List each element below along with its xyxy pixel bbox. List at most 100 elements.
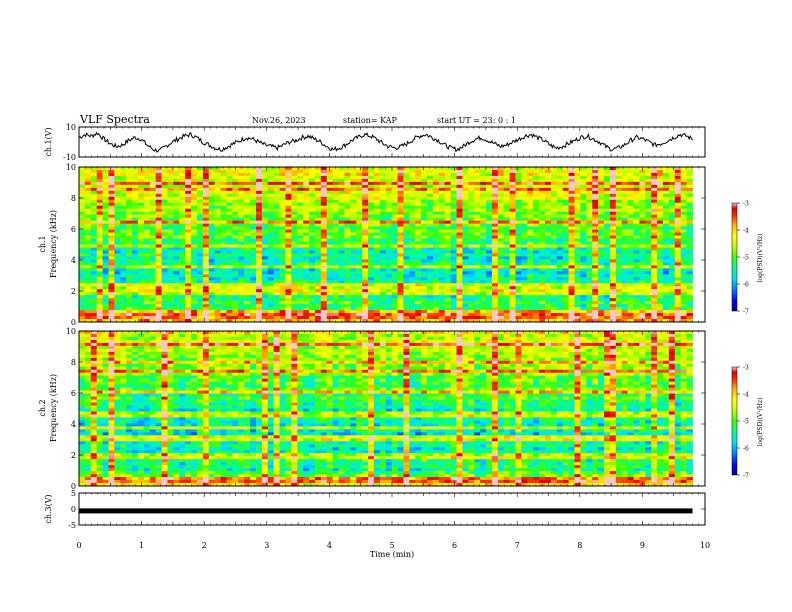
spectrogram-cell: [185, 295, 192, 299]
spectrogram-cell: [657, 280, 664, 284]
spectrogram-cell: [368, 169, 375, 174]
spectrogram-cell: [108, 199, 115, 204]
spectrogram-cell: [326, 211, 334, 216]
spectrogram-cell: [220, 241, 227, 245]
spectrogram-cell: [409, 214, 416, 219]
spectrogram-cell: [196, 211, 204, 216]
spectrogram-cell: [120, 265, 127, 269]
spectrogram-cell: [161, 217, 168, 222]
spectrogram-cell: [303, 259, 310, 263]
spectrogram-cell: [196, 295, 204, 299]
spectrogram-cell: [462, 286, 469, 290]
spectrogram-cell: [438, 167, 446, 171]
spectrogram-cell: [438, 268, 446, 272]
spectrogram-cell: [545, 247, 552, 251]
spectrogram-cell: [486, 196, 493, 201]
spectrogram-cell: [155, 289, 162, 293]
spectrogram-cell: [167, 196, 174, 201]
spectrogram-cell: [155, 292, 162, 296]
spectrogram-cell: [586, 208, 593, 213]
spectrogram-cell: [539, 193, 546, 198]
spectrogram-cell: [432, 289, 440, 293]
spectrogram-cell: [497, 247, 505, 251]
spectrogram-cell: [167, 169, 174, 174]
spectrogram-cell: [314, 187, 322, 192]
spectrogram-cell: [84, 229, 92, 233]
spectrogram-cell: [444, 187, 452, 192]
spectrogram-cell: [450, 262, 457, 266]
spectrogram-cell: [255, 178, 263, 183]
spectrogram-cell: [580, 235, 587, 239]
spectrogram-cell: [568, 292, 575, 296]
spectrogram-cell: [533, 259, 540, 263]
spectrogram-cell: [155, 256, 162, 260]
spectrogram-cell: [550, 232, 558, 236]
spectrogram-cell: [491, 226, 499, 230]
spectrogram-cell: [456, 274, 463, 278]
spectrogram-cell: [350, 238, 357, 242]
spectrogram-cell: [267, 289, 275, 293]
spectrogram-cell: [562, 181, 570, 186]
spectrogram-cell: [627, 190, 634, 195]
spectrogram-cell: [580, 175, 587, 180]
spectrogram-cell: [332, 259, 339, 263]
spectrogram-cell: [120, 259, 127, 263]
spectrogram-cell: [421, 205, 428, 210]
spectrogram-cell: [521, 256, 528, 260]
spectrogram-cell: [179, 289, 186, 293]
spectrogram-cell: [609, 271, 617, 275]
spectrogram-cell: [285, 244, 292, 248]
spectrogram-cell: [102, 295, 109, 299]
spectrogram-cell: [545, 265, 552, 269]
spectrogram-cell: [621, 280, 628, 284]
spectrogram-cell: [397, 292, 404, 296]
spectrogram-cell: [391, 196, 398, 201]
spectrogram-cell: [114, 292, 121, 296]
spectrogram-cell: [491, 217, 499, 222]
spectrogram-cell: [332, 220, 339, 225]
spectrogram-cell: [226, 167, 233, 171]
spectrogram-cell: [609, 265, 617, 269]
spectrogram-cell: [167, 193, 174, 198]
spectrogram-cell: [120, 169, 127, 174]
spectrogram-cell: [533, 167, 540, 171]
spectrogram-cell: [238, 274, 245, 278]
spectrogram-cell: [432, 223, 440, 228]
spectrogram-cell: [149, 259, 157, 263]
spectrogram-cell: [356, 295, 363, 299]
spectrogram-cell: [132, 271, 139, 275]
spectrogram-cell: [102, 265, 109, 269]
spectrogram-cell: [580, 268, 587, 272]
spectrogram-cell: [167, 256, 174, 260]
spectrogram-cell: [362, 178, 369, 183]
spectrogram-cell: [126, 241, 133, 245]
spectrogram-cell: [297, 205, 304, 210]
spectrogram-cell: [114, 193, 121, 198]
spectrogram-cell: [645, 208, 652, 213]
spectrogram-cell: [226, 226, 233, 230]
spectrogram-cell: [486, 181, 493, 186]
spectrogram-cell: [604, 169, 611, 174]
spectrogram-cell: [208, 208, 216, 213]
spectrogram-cell: [486, 286, 493, 290]
spectrogram-cell: [279, 238, 286, 242]
spectrogram-cell: [686, 292, 693, 296]
spectrogram-cell: [539, 202, 546, 207]
spectrogram-cell: [132, 295, 139, 299]
spectrogram-cell: [96, 238, 103, 242]
spectrogram-cell: [255, 202, 263, 207]
spectrogram-cell: [592, 301, 599, 305]
spectrogram-cell: [297, 274, 304, 278]
spectrogram-cell: [90, 244, 98, 248]
spectrogram-cell: [456, 265, 463, 269]
spectrogram-cell: [90, 289, 98, 293]
spectrogram-cell: [574, 226, 581, 230]
spectrogram-cell: [609, 226, 617, 230]
spectrogram-cell: [403, 202, 410, 207]
spectrogram-cell: [173, 283, 180, 287]
spectrogram-cell: [326, 181, 334, 186]
spectrogram-cell: [368, 211, 375, 216]
spectrogram-cell: [303, 167, 310, 171]
spectrogram-cell: [586, 301, 593, 305]
spectrogram-cell: [226, 286, 233, 290]
